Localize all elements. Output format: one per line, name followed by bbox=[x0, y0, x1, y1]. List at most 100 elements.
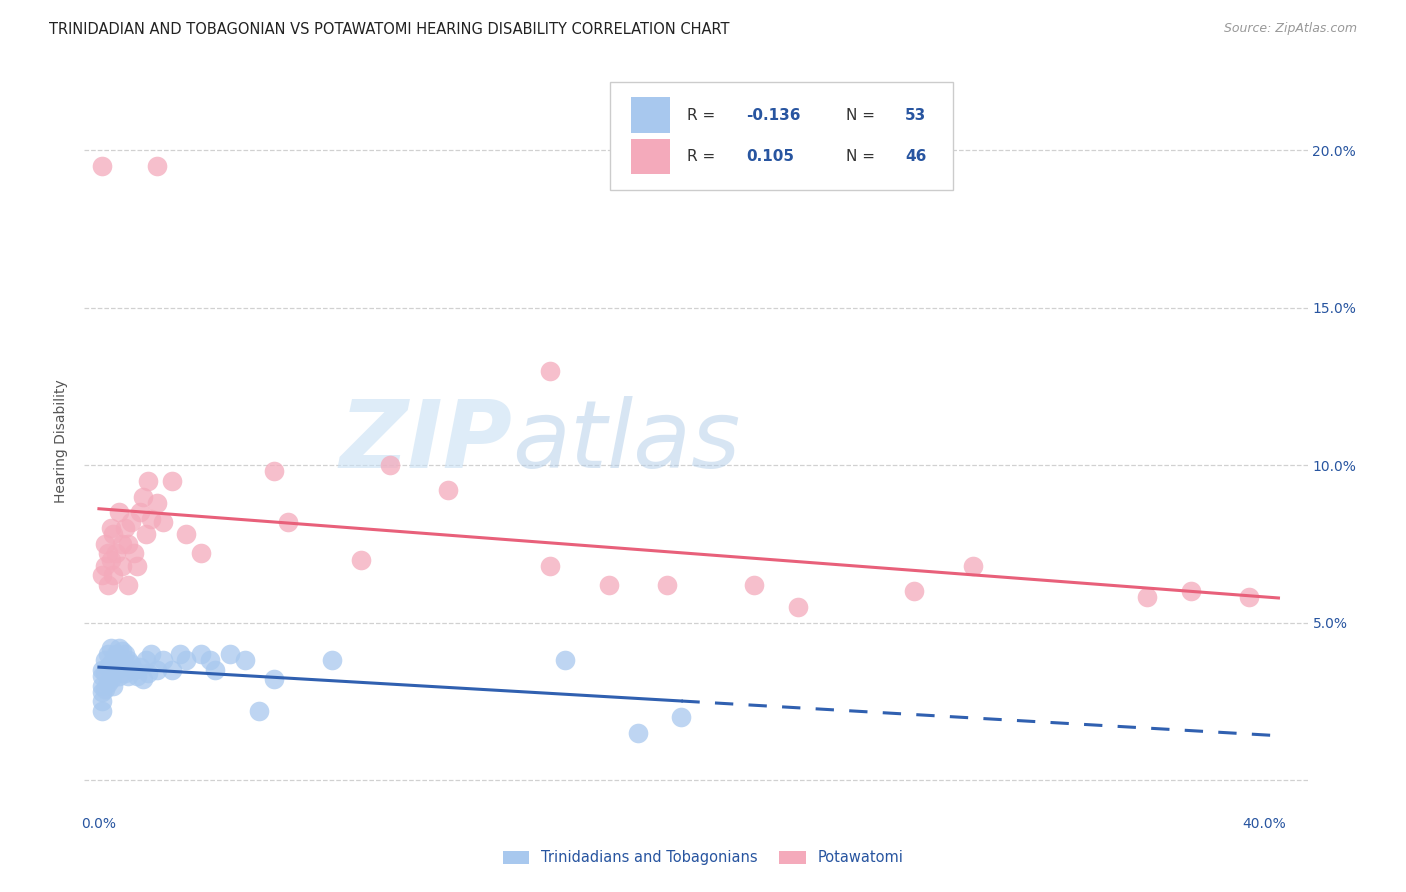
Point bbox=[219, 647, 242, 661]
Point bbox=[93, 559, 115, 574]
Point bbox=[742, 578, 765, 592]
Point bbox=[146, 496, 169, 510]
Point bbox=[93, 666, 115, 681]
Point bbox=[787, 599, 810, 614]
Y-axis label: Hearing Disability: Hearing Disability bbox=[55, 380, 69, 503]
Point bbox=[903, 584, 925, 599]
Point bbox=[111, 559, 134, 574]
Point bbox=[380, 458, 402, 472]
Point bbox=[103, 568, 125, 582]
Point bbox=[90, 568, 112, 582]
Point bbox=[174, 653, 197, 667]
Point bbox=[437, 483, 460, 498]
Point bbox=[554, 653, 576, 667]
Point bbox=[169, 647, 191, 661]
Bar bbox=[631, 139, 671, 174]
Point bbox=[655, 578, 678, 592]
Point bbox=[350, 552, 373, 566]
Point bbox=[160, 663, 183, 677]
Point bbox=[114, 647, 136, 661]
Text: -0.136: -0.136 bbox=[747, 108, 800, 122]
Point bbox=[135, 527, 157, 541]
Point bbox=[131, 490, 153, 504]
Point bbox=[263, 465, 285, 479]
Text: 46: 46 bbox=[905, 149, 927, 164]
Point bbox=[90, 685, 112, 699]
Point bbox=[277, 515, 299, 529]
Point bbox=[114, 521, 136, 535]
Point bbox=[97, 660, 120, 674]
Text: R =: R = bbox=[688, 108, 720, 122]
Point bbox=[100, 552, 122, 566]
Point bbox=[93, 537, 115, 551]
Point bbox=[122, 546, 145, 560]
Point bbox=[122, 663, 145, 677]
Point bbox=[90, 669, 112, 683]
Point bbox=[135, 653, 157, 667]
Point bbox=[97, 647, 120, 661]
Legend: Trinidadians and Tobagonians, Potawatomi: Trinidadians and Tobagonians, Potawatomi bbox=[498, 845, 908, 871]
Point bbox=[100, 640, 122, 655]
Point bbox=[105, 546, 128, 560]
Point bbox=[97, 578, 120, 592]
Point bbox=[105, 663, 128, 677]
Point bbox=[538, 559, 561, 574]
Text: Source: ZipAtlas.com: Source: ZipAtlas.com bbox=[1223, 22, 1357, 36]
Point bbox=[962, 559, 984, 574]
Point bbox=[103, 679, 125, 693]
Text: N =: N = bbox=[846, 149, 880, 164]
Point bbox=[138, 666, 160, 681]
Point bbox=[90, 704, 112, 718]
Point bbox=[108, 653, 131, 667]
Point bbox=[108, 640, 131, 655]
Point bbox=[138, 474, 160, 488]
Point bbox=[111, 660, 134, 674]
Point bbox=[111, 537, 134, 551]
Point bbox=[90, 694, 112, 708]
Point bbox=[97, 675, 120, 690]
Point bbox=[111, 644, 134, 658]
Point bbox=[117, 537, 139, 551]
Point bbox=[146, 159, 169, 173]
Point bbox=[128, 660, 150, 674]
Point bbox=[538, 364, 561, 378]
Point bbox=[160, 474, 183, 488]
Point bbox=[97, 546, 120, 560]
Point bbox=[190, 546, 212, 560]
Text: 53: 53 bbox=[905, 108, 927, 122]
Text: 0.105: 0.105 bbox=[747, 149, 794, 164]
Point bbox=[671, 710, 693, 724]
Bar bbox=[631, 97, 671, 133]
Point bbox=[120, 515, 142, 529]
Point bbox=[131, 673, 153, 687]
Point bbox=[174, 527, 197, 541]
Point bbox=[108, 505, 131, 519]
Point bbox=[100, 673, 122, 687]
Point bbox=[1136, 591, 1159, 605]
FancyBboxPatch shape bbox=[610, 82, 953, 190]
Point bbox=[1239, 591, 1261, 605]
Point bbox=[90, 663, 112, 677]
Text: ZIP: ZIP bbox=[340, 395, 513, 488]
Point bbox=[198, 653, 221, 667]
Point bbox=[93, 681, 115, 696]
Point bbox=[103, 527, 125, 541]
Point bbox=[117, 578, 139, 592]
Point bbox=[100, 657, 122, 671]
Text: atlas: atlas bbox=[513, 396, 741, 487]
Point bbox=[263, 673, 285, 687]
Point bbox=[141, 647, 163, 661]
Point bbox=[125, 669, 148, 683]
Point bbox=[321, 653, 343, 667]
Point bbox=[247, 704, 270, 718]
Point bbox=[128, 505, 150, 519]
Point bbox=[93, 653, 115, 667]
Point bbox=[105, 647, 128, 661]
Text: R =: R = bbox=[688, 149, 725, 164]
Point bbox=[152, 515, 174, 529]
Point bbox=[233, 653, 256, 667]
Point bbox=[114, 666, 136, 681]
Point bbox=[100, 521, 122, 535]
Point bbox=[190, 647, 212, 661]
Point bbox=[146, 663, 169, 677]
